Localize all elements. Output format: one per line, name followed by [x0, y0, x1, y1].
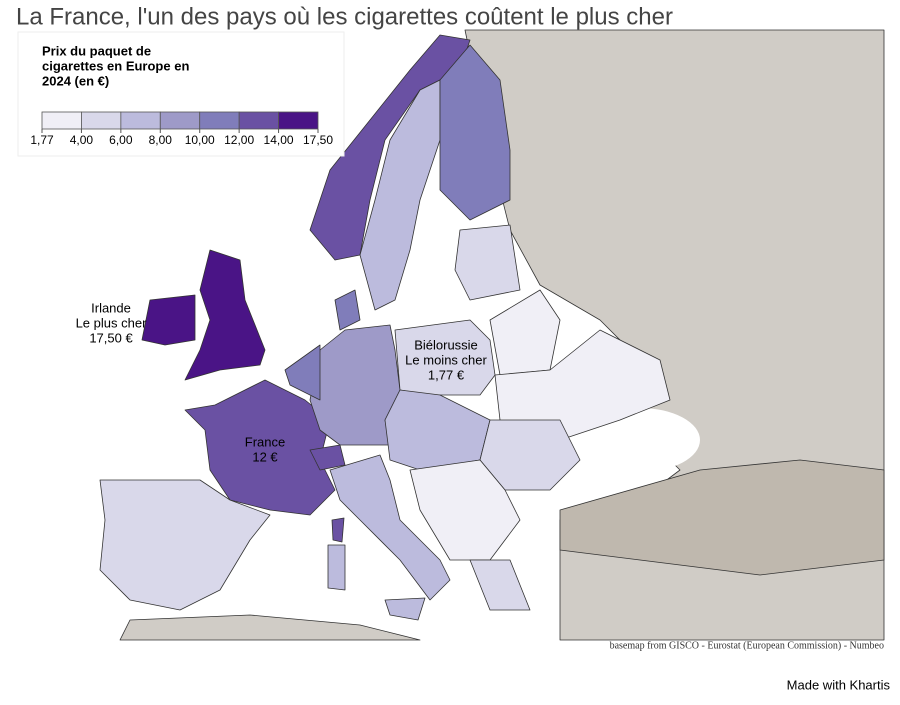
annotation: 1,77 €	[428, 367, 465, 382]
legend-tick-label: 12,00	[224, 133, 254, 147]
credit: Made with Khartis	[787, 677, 891, 692]
belarus	[489, 289, 561, 376]
greece	[469, 559, 531, 611]
legend-tick-label: 14,00	[264, 133, 294, 147]
legend-swatch	[81, 111, 122, 130]
title: La France, l'un des pays où les cigarett…	[16, 3, 673, 30]
annotation: 17,50 €	[89, 330, 133, 345]
baltics	[454, 224, 521, 301]
legend-tick-label: 8,00	[149, 133, 173, 147]
finland	[439, 44, 511, 221]
legend-swatch	[278, 111, 319, 130]
legend-title: 2024 (en €)	[42, 73, 109, 88]
annotation: 12 €	[252, 449, 278, 464]
switzerland	[309, 444, 346, 471]
africa	[119, 614, 421, 641]
legend-swatch	[199, 111, 240, 130]
turkey	[559, 459, 885, 576]
legend-title: cigarettes en Europe en	[42, 58, 189, 73]
legend-title: Prix du paquet de	[42, 43, 151, 58]
legend-tick-label: 17,50	[303, 133, 333, 147]
sardinia	[327, 544, 346, 591]
legend-swatch	[120, 111, 161, 130]
legend-tick-label: 10,00	[185, 133, 215, 147]
denmark	[334, 289, 361, 331]
benelux	[284, 344, 321, 401]
annotation: Biélorussie	[414, 337, 478, 352]
legend-swatch	[159, 111, 201, 130]
ireland	[141, 294, 196, 346]
legend-tick-label: 4,00	[70, 133, 94, 147]
annotation: France	[245, 434, 285, 449]
legend-swatch	[41, 111, 82, 130]
italy	[329, 454, 451, 601]
united-kingdom	[184, 249, 266, 381]
annotation: Le plus cher	[76, 315, 147, 330]
iberia	[99, 479, 271, 611]
black-sea	[580, 408, 700, 472]
corsica	[331, 517, 345, 543]
france	[184, 379, 336, 516]
source: basemap from GISCO - Eurostat (European …	[610, 640, 884, 651]
sicily	[384, 597, 426, 621]
annotation: Le moins cher	[405, 352, 487, 367]
annotation: Irlande	[91, 300, 131, 315]
legend-tick-label: 6,00	[109, 133, 133, 147]
legend-tick-label: 1,77	[30, 133, 54, 147]
legend-box	[17, 31, 345, 157]
basemap	[18, 29, 885, 641]
legend-swatch	[238, 111, 279, 130]
balkans	[409, 459, 521, 561]
